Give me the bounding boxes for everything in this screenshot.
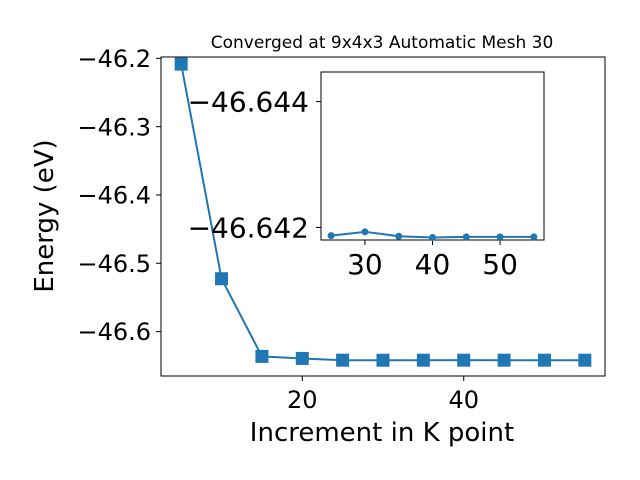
main-y-ticks: −46.6 −46.5 −46.4 −46.3 −46.2 (77, 45, 161, 346)
data-point (174, 57, 188, 71)
inset-y-ticks: −46.644 −46.642 (188, 86, 321, 244)
y-tick-label: −46.6 (77, 318, 151, 346)
main-plot-frame (160, 56, 606, 377)
main-x-ticks: 20 40 (287, 376, 479, 414)
data-point (395, 232, 403, 240)
data-point (376, 353, 390, 367)
data-point (530, 233, 538, 241)
x-tick-label: 20 (287, 386, 318, 414)
y-tick-label: −46.642 (188, 211, 309, 244)
inset-plot: 30 40 50 −46.644 −46.642 (188, 71, 545, 281)
y-tick-label: −46.2 (77, 45, 151, 73)
y-axis-label: Energy (eV) (30, 139, 60, 292)
x-tick-label: 30 (347, 248, 383, 281)
inset-x-ticks: 30 40 50 (347, 240, 518, 281)
data-point (537, 353, 551, 367)
y-tick-label: −46.4 (77, 182, 151, 210)
data-point (215, 272, 229, 286)
y-tick-label: −46.644 (188, 86, 309, 119)
data-point (462, 233, 470, 241)
data-point (497, 353, 511, 367)
data-point (578, 353, 592, 367)
x-tick-label: 40 (415, 248, 451, 281)
data-point (361, 228, 369, 236)
main-series (174, 57, 592, 367)
data-point (255, 349, 269, 363)
y-tick-label: −46.3 (77, 113, 151, 141)
x-tick-label: 40 (448, 386, 479, 414)
data-point (496, 233, 504, 241)
main-plot: 20 40 −46.6−46.5−46.4−46.3−46.2 (77, 45, 606, 414)
inset-series (327, 228, 538, 241)
data-point (295, 351, 309, 365)
data-point (327, 232, 335, 240)
x-tick-label: 50 (482, 248, 518, 281)
chart-title: Converged at 9x4x3 Automatic Mesh 30 (211, 33, 554, 53)
y-tick-label: −46.5 (77, 250, 151, 278)
inset-plot-frame (320, 71, 545, 241)
data-point (429, 233, 436, 241)
data-point (416, 353, 430, 367)
x-axis-label: Increment in K point (250, 418, 514, 448)
data-point (336, 353, 350, 367)
data-point (457, 353, 471, 367)
